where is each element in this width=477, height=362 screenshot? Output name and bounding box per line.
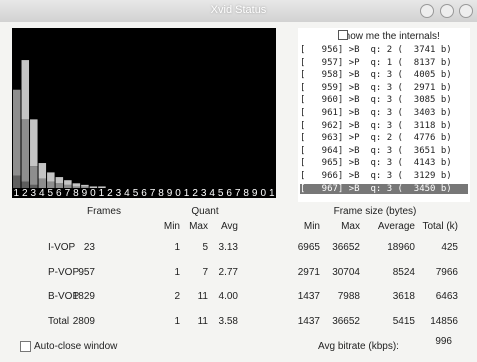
table-cell: 957 (35, 267, 95, 278)
close-button[interactable] (459, 4, 473, 18)
histogram-label: 8 (243, 188, 249, 198)
internals-row[interactable]: [ 962] >B q: 3 ( 3118 b) (300, 121, 468, 131)
histogram-bar (30, 119, 38, 166)
histogram-label: 0 (175, 188, 181, 198)
histogram-label: 3 (31, 188, 37, 198)
histogram-label: 1 (269, 188, 275, 198)
histogram-label: 2 (22, 188, 28, 198)
table-cell: 36652 (300, 242, 360, 253)
histogram-label: 9 (167, 188, 173, 198)
histogram-label: 0 (90, 188, 96, 198)
table-cell: 7966 (398, 267, 458, 278)
internals-row[interactable]: [ 961] >B q: 3 ( 3403 b) (300, 108, 468, 118)
histogram-label: 9 (82, 188, 88, 198)
internals-row[interactable]: [ 957] >P q: 1 ( 8137 b) (300, 58, 468, 68)
internals-checkbox-label[interactable]: Show me the internals! (338, 31, 440, 42)
internals-row[interactable]: [ 965] >B q: 3 ( 4143 b) (300, 158, 468, 168)
table-cell: 7988 (300, 291, 360, 302)
internals-row[interactable]: [ 959] >B q: 3 ( 2971 b) (300, 83, 468, 93)
internals-row[interactable]: [ 966] >B q: 3 ( 3129 b) (300, 171, 468, 181)
minimize-button[interactable] (420, 4, 434, 18)
histogram-label: 6 (56, 188, 62, 198)
histogram-label: 9 (252, 188, 258, 198)
window-title: Xvid Status (0, 4, 477, 16)
internals-row[interactable]: [ 960] >B q: 3 ( 3085 b) (300, 95, 468, 105)
histogram-bar (56, 177, 64, 183)
histogram-label: 6 (141, 188, 147, 198)
histogram-bar (81, 185, 89, 187)
group-header: Frame size (bytes) (290, 206, 460, 217)
table-cell: 1829 (35, 291, 95, 302)
histogram-label: 3 (201, 188, 207, 198)
histogram-label: 5 (218, 188, 224, 198)
table-cell: 4.00 (178, 291, 238, 302)
auto-close-label[interactable]: Auto-close window (34, 341, 117, 352)
window: Xvid Status 1234567890123456789012345678… (0, 0, 477, 362)
histogram-bar (47, 172, 55, 181)
internals-row[interactable]: [ 967] >B q: 3 ( 3450 b) (300, 184, 468, 194)
group-header: Quant (160, 206, 250, 217)
histogram-label: 7 (150, 188, 156, 198)
bitrate-value: 996 (420, 336, 452, 347)
histogram-bar (39, 179, 47, 188)
sub-header: Avg (178, 221, 238, 232)
sub-header: Total (k) (398, 221, 458, 232)
histogram-bar (64, 180, 72, 185)
table-cell: 6463 (398, 291, 458, 302)
internals-list: Show me the internals! [ 956] >B q: 2 ( … (298, 28, 470, 202)
auto-close-checkbox[interactable] (20, 341, 31, 352)
histogram-label: 6 (226, 188, 232, 198)
histogram-bar (13, 176, 21, 188)
histogram-bar (13, 90, 21, 176)
table-cell: 3.58 (178, 316, 238, 327)
table-cell: 23 (35, 242, 95, 253)
histogram-label: 4 (39, 188, 45, 198)
histogram-label: 4 (124, 188, 130, 198)
histogram-label: 7 (235, 188, 241, 198)
histogram-label: 8 (158, 188, 164, 198)
internals-row[interactable]: [ 964] >B q: 3 ( 3651 b) (300, 146, 468, 156)
histogram-label: 2 (192, 188, 198, 198)
histogram-label: 5 (133, 188, 139, 198)
histogram-bar (30, 166, 38, 185)
histogram-label: 0 (260, 188, 266, 198)
histogram-bar (22, 119, 30, 181)
internals-row[interactable]: [ 956] >B q: 2 ( 3741 b) (300, 45, 468, 55)
group-header: Frames (78, 206, 130, 217)
table-cell: 36652 (300, 316, 360, 327)
bitrate-label: Avg bitrate (kbps): (318, 341, 399, 352)
histogram-label: 1 (99, 188, 105, 198)
maximize-button[interactable] (440, 4, 454, 18)
table-cell: 2809 (35, 316, 95, 327)
histogram-label: 4 (209, 188, 215, 198)
histogram-label: 1 (184, 188, 190, 198)
histogram-bar (73, 183, 81, 186)
histogram-bar (22, 60, 30, 119)
histogram-label: 7 (65, 188, 71, 198)
internals-row[interactable]: [ 958] >B q: 3 ( 4005 b) (300, 70, 468, 80)
histogram-label: 2 (107, 188, 113, 198)
table-cell: 2.77 (178, 267, 238, 278)
histogram-label: 1 (13, 188, 19, 198)
histogram-bar (39, 163, 47, 179)
table-cell: 425 (398, 242, 458, 253)
histogram-label: 8 (73, 188, 79, 198)
histogram-label: 3 (116, 188, 122, 198)
table-cell: 14856 (398, 316, 458, 327)
histogram-label: 5 (48, 188, 54, 198)
table-cell: 30704 (300, 267, 360, 278)
sub-header: Max (300, 221, 360, 232)
table-cell: 3.13 (178, 242, 238, 253)
title-bar: Xvid Status (0, 0, 477, 22)
internals-checkbox[interactable] (338, 30, 348, 40)
internals-row[interactable]: [ 963] >P q: 2 ( 4776 b) (300, 133, 468, 143)
